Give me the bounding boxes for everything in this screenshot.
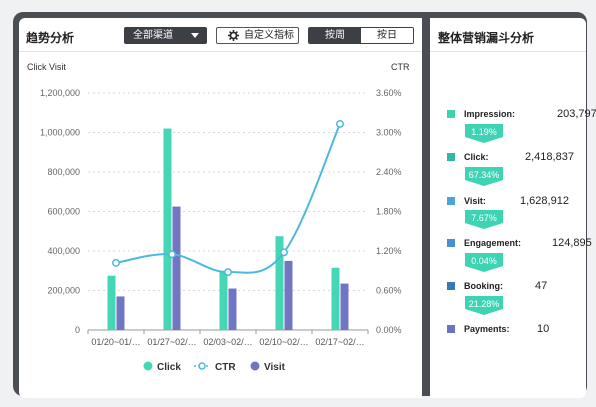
bar-click: [107, 275, 116, 330]
conversion-rate-value: 67.34%: [468, 170, 500, 180]
funnel-stage-name: Engagement:: [464, 238, 522, 248]
left-axis-title: Click Visit: [27, 62, 66, 72]
funnel-stage-value: 47: [535, 280, 548, 292]
right-tick-label: 0.60%: [376, 286, 402, 296]
bar-visit: [116, 296, 125, 330]
left-tick-label: 0: [75, 325, 80, 335]
ctr-point: [112, 258, 120, 267]
conversion-rate-tag: 7.67%: [465, 210, 503, 229]
right-tick-label: 2.40%: [376, 167, 402, 177]
funnel-stage-swatch: [447, 110, 455, 118]
trend-panel: [19, 18, 422, 398]
funnel-header-divider: [430, 51, 586, 52]
conversion-rate-value: 7.67%: [471, 213, 497, 223]
trend-header-divider: [19, 51, 422, 52]
conversion-rate-value: 21.28%: [468, 299, 500, 309]
funnel-stage-swatch: [447, 153, 455, 161]
funnel-stage-value: 203,797,660: [557, 108, 596, 120]
funnel-stage-value: 124,895: [552, 237, 592, 249]
funnel-stage-value: 2,418,837: [525, 151, 574, 163]
bar-click: [219, 270, 228, 330]
legend-swatch: [198, 362, 206, 370]
legend-label: Visit: [264, 362, 286, 373]
bar-visit: [340, 283, 349, 330]
funnel-stage-swatch: [447, 325, 455, 333]
funnel-stage-name: Impression:: [464, 109, 516, 119]
ctr-point: [224, 268, 232, 277]
trend-panel-title: 趋势分析: [26, 31, 75, 45]
period-toggle: 按周 按日: [308, 27, 414, 44]
x-tick-label: 01/20~01/…: [91, 337, 140, 347]
conversion-rate-tag: 67.34%: [465, 167, 503, 186]
tab-by-week[interactable]: 按周: [309, 28, 361, 43]
x-tick-label: 02/10~02/…: [259, 337, 308, 347]
conversion-rate-tag: 21.28%: [465, 296, 503, 315]
right-tick-label: 1.80%: [376, 207, 402, 217]
left-tick-label: 200,000: [47, 286, 80, 296]
left-tick-label: 1,000,000: [40, 128, 80, 138]
gear-icon: [228, 30, 239, 41]
right-axis-title: CTR: [391, 62, 410, 72]
ctr-point: [336, 119, 344, 128]
legend-swatch: [250, 361, 260, 371]
bar-click: [331, 267, 340, 330]
funnel-panel-title: 整体营销漏斗分析: [438, 31, 535, 45]
bar-visit: [284, 260, 293, 330]
funnel-stage-name: Booking:: [464, 281, 503, 291]
custom-metric-label: 自定义指标: [244, 30, 294, 41]
bar-click: [275, 236, 284, 330]
tab-by-day[interactable]: 按日: [361, 28, 413, 43]
channel-select-value: 全部渠道: [133, 30, 173, 41]
x-tick-label: 02/03~02/…: [203, 337, 252, 347]
left-tick-label: 600,000: [47, 207, 80, 217]
ctr-point: [168, 250, 176, 259]
right-tick-label: 3.00%: [376, 128, 402, 138]
ctr-point: [280, 248, 288, 257]
funnel-stage-value: 1,628,912: [520, 195, 569, 207]
legend-label: Click: [157, 362, 181, 373]
bar-visit: [172, 206, 181, 330]
right-tick-label: 1.20%: [376, 246, 402, 256]
conversion-rate-tag: 0.04%: [465, 253, 503, 272]
conversion-rate-tag: 1.19%: [465, 124, 503, 143]
ctr-line: [115, 123, 341, 274]
channel-select[interactable]: 全部渠道: [124, 27, 207, 44]
funnel-stage-swatch: [447, 239, 455, 247]
funnel-panel: [430, 18, 586, 398]
conversion-rate-value: 0.04%: [471, 256, 497, 266]
right-tick-label: 3.60%: [376, 88, 402, 98]
custom-metric-button[interactable]: 自定义指标: [216, 27, 299, 44]
conversion-rate-value: 1.19%: [471, 127, 497, 137]
funnel-stage-swatch: [447, 197, 455, 205]
funnel-stage-name: Click:: [464, 152, 489, 162]
legend-label: CTR: [215, 362, 236, 373]
legend-swatch: [143, 361, 153, 371]
bar-visit: [228, 288, 237, 330]
right-tick-label: 0.00%: [376, 325, 402, 335]
left-tick-label: 800,000: [47, 167, 80, 177]
x-tick-label: 02/17~02/…: [315, 337, 364, 347]
x-tick-label: 01/27~02/…: [147, 337, 196, 347]
funnel-stage-name: Visit:: [464, 196, 486, 206]
funnel-stage-name: Payments:: [464, 324, 510, 334]
funnel-stage-value: 10: [537, 323, 550, 335]
left-tick-label: 400,000: [47, 246, 80, 256]
bar-click: [163, 128, 172, 330]
left-tick-label: 1,200,000: [40, 88, 80, 98]
chevron-down-icon: [191, 33, 199, 38]
funnel-stage-swatch: [447, 282, 455, 290]
